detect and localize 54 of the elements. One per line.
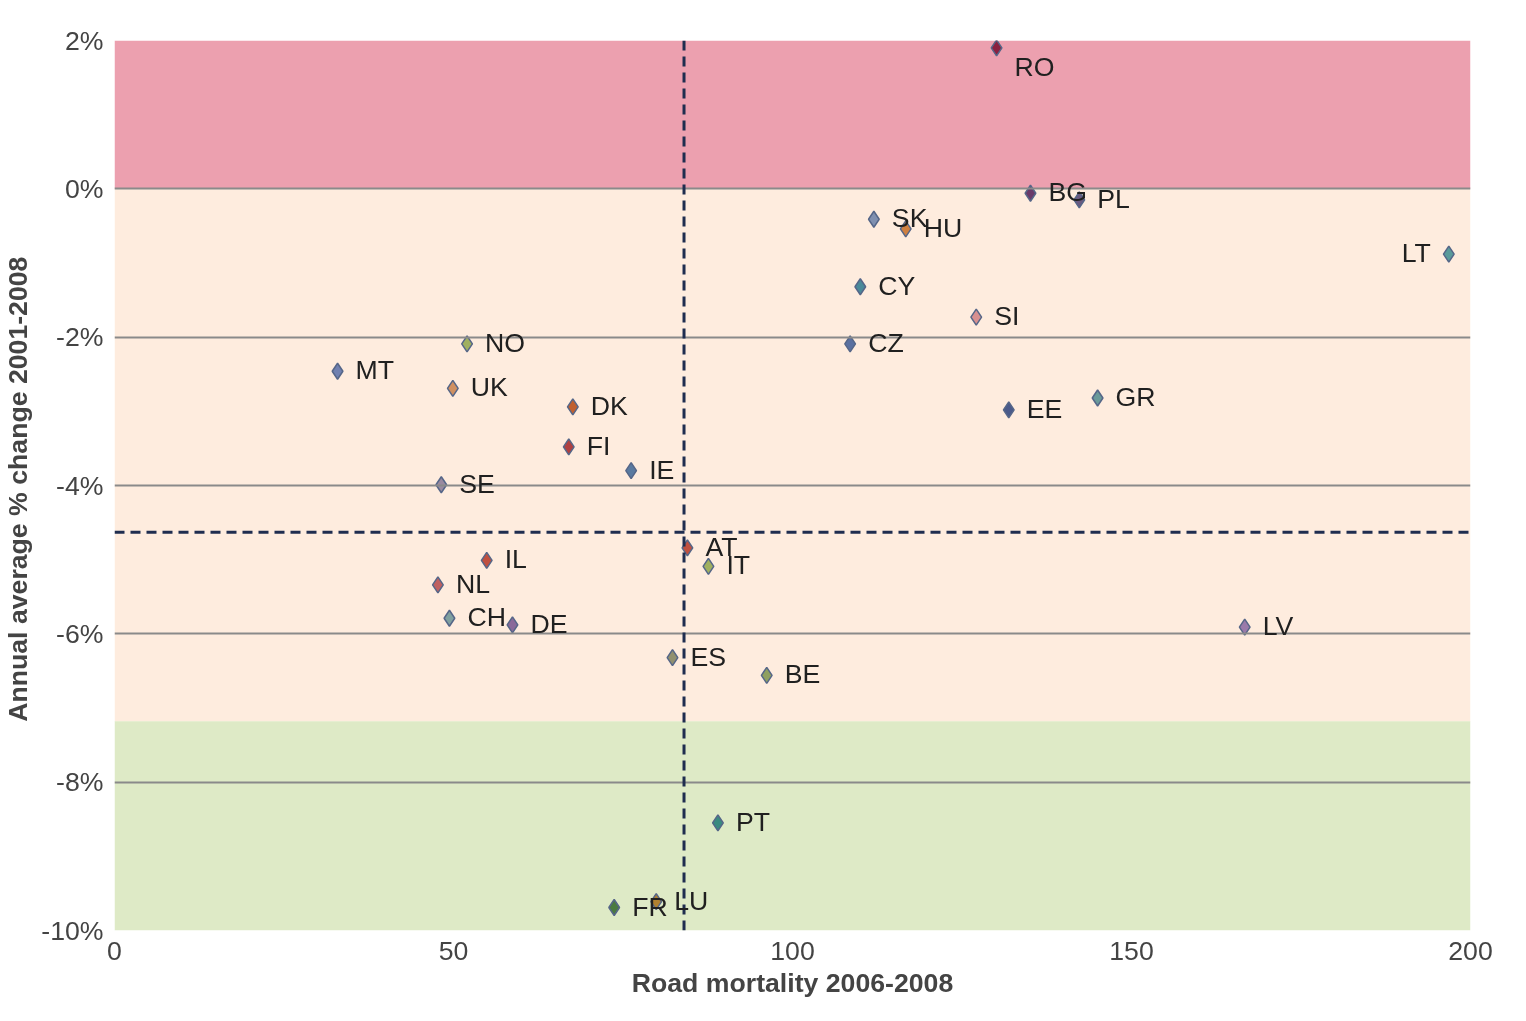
point (1442, 245, 1455, 263)
y-tick-label: -10% (41, 915, 104, 946)
annotation: SI (994, 301, 1020, 332)
annotation: IE (649, 454, 675, 485)
point (867, 210, 880, 228)
annotation: DE (530, 608, 568, 639)
point (1091, 389, 1104, 407)
point (431, 576, 444, 594)
point (506, 616, 519, 634)
point (1002, 401, 1015, 419)
annotation: RO (1014, 51, 1055, 82)
annotation: LU (674, 885, 709, 916)
annotation: CZ (868, 327, 904, 358)
annotation: FR (632, 891, 668, 922)
annotation: BG (1048, 177, 1087, 208)
y-tick-label: 2% (64, 25, 104, 56)
point (990, 40, 1003, 57)
y-axis-title: Annual average % change 2001-2008 (3, 256, 34, 722)
x-tick-label: 100 (770, 935, 815, 966)
point (844, 335, 857, 353)
annotation: EE (1026, 393, 1063, 424)
annotation: BE (784, 659, 821, 690)
annotation: FI (586, 430, 611, 461)
x-tick-label: 200 (1448, 935, 1493, 966)
annotation: LV (1262, 611, 1294, 642)
annotation: PL (1097, 183, 1130, 214)
point (711, 814, 724, 832)
annotation: SE (459, 468, 495, 499)
x-tick-label: 150 (1109, 935, 1154, 966)
annotation: CH (467, 602, 506, 633)
annotation: PT (735, 806, 770, 837)
point (970, 308, 983, 326)
y-tick-label: -2% (56, 322, 104, 353)
annotation: IL (504, 544, 527, 575)
point (566, 398, 579, 416)
x-axis-title: Road mortality 2006-2008 (631, 967, 954, 998)
point (460, 335, 474, 353)
annotation: MT (355, 355, 395, 386)
annotation: ES (690, 641, 727, 672)
annotation: NO (485, 327, 526, 358)
annotation: DK (590, 390, 629, 421)
annotation: UK (470, 372, 509, 403)
annotation: LT (1401, 238, 1431, 269)
y-tick-label: 0% (64, 173, 104, 204)
x-tick-label: 50 (438, 935, 469, 966)
annotation: NL (455, 568, 490, 599)
annotation: GR (1115, 381, 1156, 412)
y-tick-label: -6% (56, 618, 104, 649)
x-tick-label: 0 (107, 935, 122, 966)
y-tick-label: -8% (56, 767, 104, 798)
point (562, 438, 575, 456)
annotation: CY (878, 270, 916, 301)
y-tick-label: -4% (56, 470, 104, 501)
point (1238, 618, 1251, 636)
